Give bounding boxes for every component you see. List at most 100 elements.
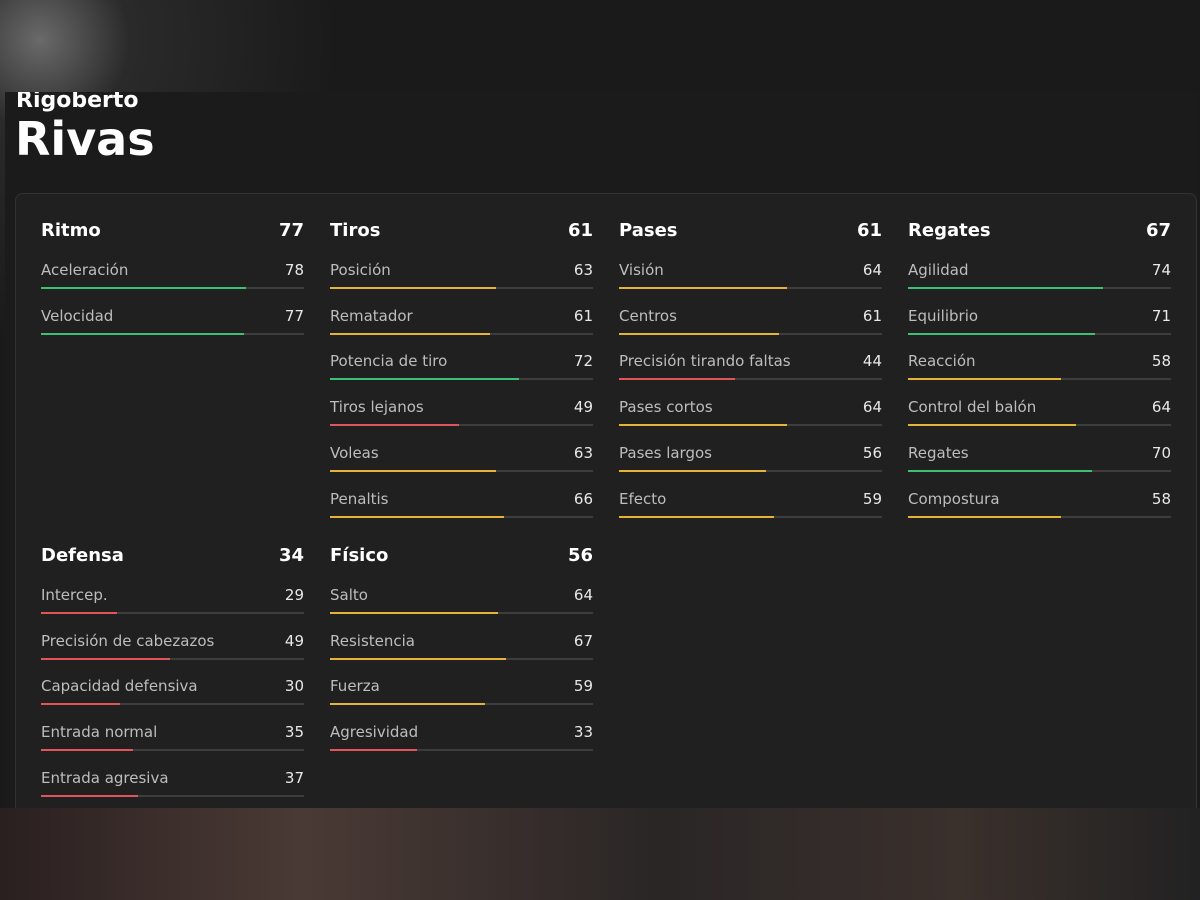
stat-bar	[330, 332, 491, 335]
stat-name: Visión	[619, 261, 664, 279]
stat-bar	[41, 287, 247, 289]
stat-value: 66	[573, 489, 593, 508]
stat-value: 44	[862, 352, 882, 371]
stat-name: Resistencia	[330, 631, 415, 650]
group-name: Regates	[908, 220, 991, 241]
stat-bar-track	[908, 515, 1171, 518]
stat-bar	[908, 515, 1061, 518]
stat-name: Entrada agresiva	[41, 768, 169, 787]
stat-name: Agilidad	[908, 261, 969, 279]
stat-bar	[619, 424, 788, 427]
group-value: 77	[278, 220, 304, 241]
stat-bar	[330, 469, 496, 472]
stat-bar	[41, 332, 244, 335]
stat-name: Pases largos	[619, 443, 712, 462]
stat-value: 72	[573, 352, 593, 371]
stat-name: Pases cortos	[619, 398, 713, 417]
stat-name: Rematador	[330, 306, 413, 325]
group-value: 61	[567, 220, 593, 241]
stat-value: 64	[862, 261, 882, 279]
stat-bar	[619, 515, 775, 518]
stat-bar-track	[619, 515, 882, 518]
stat-bar	[330, 703, 486, 706]
stat-value: 63	[573, 443, 593, 462]
stat-bar-track	[41, 612, 304, 614]
stat-name: Reacción	[908, 352, 976, 371]
stat-value: 64	[573, 586, 593, 604]
stat-name: Precisión tirando faltas	[619, 352, 791, 371]
stat-bar	[908, 469, 1093, 472]
stat-name: Tiros lejanos	[330, 398, 424, 417]
stat-bar-track	[41, 749, 304, 752]
player-panel: Rigoberto Rivas Ritmo 77 Aceleración 78 Velo…	[5, 92, 1197, 808]
stat-bar-track	[330, 703, 593, 706]
stat-value: 33	[573, 723, 593, 742]
stat-value: 49	[284, 631, 304, 650]
stat-value: 59	[573, 677, 593, 696]
group-name: Ritmo	[41, 220, 101, 241]
stat-value: 29	[284, 586, 304, 604]
stat-name: Precisión de cabezazos	[41, 631, 215, 650]
stat-bar	[619, 332, 780, 335]
stat-value: 63	[573, 261, 593, 279]
stat-value: 61	[573, 306, 593, 325]
stat-bar	[41, 657, 170, 660]
stat-value: 49	[573, 398, 593, 417]
stat-name: Regates	[908, 443, 969, 462]
group-name: Defensa	[41, 545, 124, 566]
stat-bar-track	[41, 657, 304, 660]
stats-card	[15, 193, 1197, 808]
stat-name: Velocidad	[41, 306, 114, 325]
stat-value: 30	[284, 677, 304, 696]
stat-bar	[330, 515, 504, 518]
group-value: 56	[567, 545, 593, 566]
stat-bar-track	[619, 332, 882, 335]
stat-value: 64	[862, 398, 882, 417]
stat-value: 37	[284, 768, 304, 787]
first-name: Rigoberto	[16, 92, 139, 113]
stat-bar-track	[908, 424, 1171, 427]
group-value: 34	[278, 545, 304, 566]
group-value: 67	[1145, 220, 1171, 241]
stat-name: Control del balón	[908, 398, 1037, 417]
stat-name: Entrada normal	[41, 723, 158, 742]
last-name: Rivas	[15, 112, 155, 166]
stat-bar-track	[619, 378, 882, 381]
stat-bar-track	[330, 424, 593, 427]
stat-value: 35	[284, 723, 304, 742]
stat-name: Capacidad defensiva	[41, 677, 198, 696]
stat-bar-track	[41, 287, 304, 289]
stat-bar-track	[619, 469, 882, 472]
stat-name: Compostura	[908, 489, 1000, 508]
stat-bar	[41, 749, 134, 752]
stat-bar-track	[330, 515, 593, 518]
stat-value: 70	[1151, 443, 1171, 462]
stat-name: Posición	[330, 261, 391, 279]
stat-bar-track	[330, 657, 593, 660]
stat-value: 59	[862, 489, 882, 508]
stat-bar-track	[330, 378, 593, 381]
group-name: Tiros	[330, 220, 381, 241]
stat-bar	[330, 749, 417, 752]
stat-name: Efecto	[619, 489, 667, 508]
stat-bar-track	[330, 469, 593, 472]
stat-name: Penaltis	[330, 489, 389, 508]
stat-name: Salto	[330, 586, 368, 604]
stat-value: 64	[1151, 398, 1171, 417]
stat-value: 78	[284, 261, 304, 279]
stat-name: Agresividad	[330, 723, 419, 742]
stat-bar-track	[330, 612, 593, 614]
stat-bar	[908, 287, 1103, 289]
group-name: Físico	[330, 545, 389, 566]
stat-bar	[41, 703, 120, 706]
stat-name: Potencia de tiro	[330, 352, 448, 371]
stat-bar-track	[908, 378, 1171, 381]
stat-bar-track	[330, 287, 593, 289]
stat-value: 71	[1151, 306, 1171, 325]
stat-value: 58	[1151, 352, 1171, 371]
stat-name: Fuerza	[330, 677, 380, 696]
stat-value: 67	[573, 631, 593, 650]
stat-value: 58	[1151, 489, 1171, 508]
stat-name: Centros	[619, 306, 677, 325]
stat-bar	[619, 378, 735, 381]
